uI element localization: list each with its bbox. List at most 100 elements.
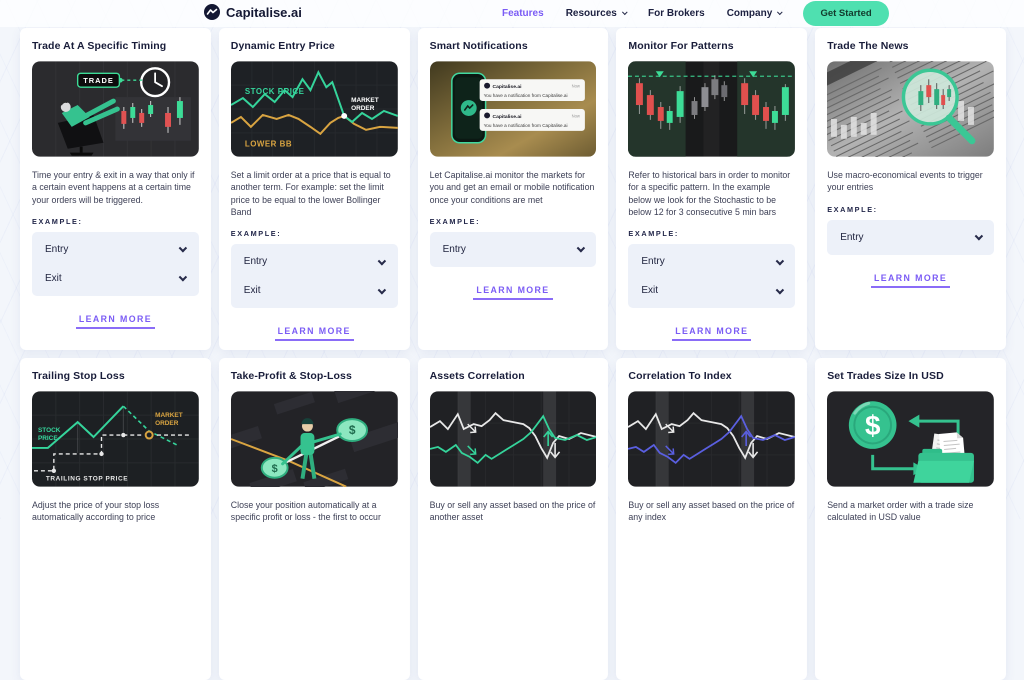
svg-text:TRAILING STOP PRICE: TRAILING STOP PRICE (46, 476, 128, 483)
learn-more-link[interactable]: LEARN MORE (75, 314, 155, 329)
svg-text:$: $ (349, 423, 356, 437)
card-trade-at-specific-timing: Trade At A Specific Timing TRADE (20, 28, 211, 350)
exit-dropdown[interactable]: Exit (32, 264, 199, 293)
svg-text:You have a notification from C: You have a notification from Capitalise.… (483, 123, 567, 128)
take-profit-stop-loss-illustration: $ $ (230, 391, 398, 487)
entry-dropdown[interactable]: Entry (231, 247, 398, 276)
exit-dropdown[interactable]: Exit (231, 276, 398, 305)
trade-timing-illustration: TRADE (32, 61, 199, 157)
card-set-trades-size-usd: Set Trades Size In USD $ (815, 358, 1006, 680)
svg-text:STOCK: STOCK (38, 427, 61, 434)
down-arrow-icon (665, 423, 675, 434)
learn-more-link[interactable]: LEARN MORE (274, 326, 354, 342)
card-trailing-stop-loss: Trailing Stop Loss STOCK PRICE TRAILING … (20, 358, 211, 680)
clock-icon (140, 67, 171, 98)
smart-notifications-illustration: Capitalise.ai Now You have a notificatio… (429, 61, 597, 157)
card-description: Use macro-economical events to trigger y… (827, 170, 983, 193)
up-arrow-icon (741, 430, 752, 446)
trailing-stop-loss-illustration: STOCK PRICE TRAILING STOP PRICE MARKET O… (32, 391, 199, 487)
learn-more-link[interactable]: LEARN MORE (871, 273, 951, 288)
up-arrow-icon (542, 430, 553, 446)
card-title: Correlation To Index (628, 370, 732, 382)
example-dropdowns: Entry (429, 231, 597, 267)
card-monitor-for-patterns: Monitor For Patterns Refer to historical… (616, 28, 808, 350)
phone-icon (450, 72, 486, 144)
chevron-down-icon (621, 9, 628, 16)
example-dropdowns: Entry Exit (32, 231, 199, 296)
tightrope-walker (280, 418, 342, 480)
svg-text:MARKET: MARKET (351, 97, 379, 104)
capitalise-logo[interactable]: Capitalise.ai (204, 4, 302, 20)
card-description: Send a market order with a trade size ca… (827, 500, 974, 523)
example-dropdowns: Entry Exit (230, 244, 398, 309)
entry-dropdown[interactable]: Entry (827, 223, 994, 252)
dynamic-entry-illustration: STOCK PRICE LOWER BB MARKET ORDER (230, 61, 398, 157)
example-dropdowns: Entry (827, 219, 994, 255)
chevron-down-icon (377, 256, 387, 266)
card-description: Refer to historical bars in order to mon… (628, 170, 791, 217)
card-title: Trailing Stop Loss (32, 370, 125, 382)
trade-badge: TRADE (76, 72, 121, 88)
brand-name: Capitalise.ai (226, 4, 302, 20)
nav-link-resources[interactable]: Resources (566, 8, 628, 19)
card-description: Close your position automatically at a s… (230, 500, 381, 523)
example-label: EXAMPLE: (230, 229, 282, 239)
svg-text:Now: Now (571, 84, 580, 89)
svg-text:$: $ (865, 410, 881, 441)
card-title: Trade At A Specific Timing (32, 40, 167, 52)
card-smart-notifications: Smart Notifications Capitalise.ai (417, 28, 609, 350)
card-correlation-to-index: Correlation To Index Buy or sell any ass… (616, 358, 808, 680)
card-dynamic-entry-price: Dynamic Entry Price STOCK PRICE LOWER BB… (218, 28, 410, 350)
svg-text:STOCK PRICE: STOCK PRICE (245, 87, 305, 96)
card-title: Trade The News (827, 40, 909, 52)
learn-more-link[interactable]: LEARN MORE (672, 326, 752, 342)
card-assets-correlation: Assets Correlation Buy or sell any asset… (417, 358, 609, 680)
learn-more-link[interactable]: LEARN MORE (473, 285, 553, 300)
exit-dropdown[interactable]: Exit (628, 276, 795, 305)
trade-news-illustration (827, 61, 994, 157)
svg-text:MARKET: MARKET (155, 412, 183, 419)
dollar-coin-icon: $ (260, 456, 289, 479)
svg-text:TRADE: TRADE (83, 76, 114, 85)
svg-text:PRICE: PRICE (38, 435, 58, 442)
chevron-down-icon (576, 244, 586, 254)
card-description: Set a limit order at a price that is equ… (230, 170, 391, 217)
top-navbar: Capitalise.ai Features Resources For Bro… (0, 0, 1024, 27)
card-description: Buy or sell any asset based on the price… (429, 500, 596, 523)
card-title: Assets Correlation (429, 370, 525, 382)
capitalise-logo-icon (204, 4, 220, 20)
card-title: Dynamic Entry Price (230, 40, 335, 52)
down-arrow-icon (665, 445, 675, 456)
folder-icon (913, 448, 975, 483)
correlation-to-index-illustration (628, 391, 796, 487)
notification-card: Capitalise.ai Now You have a notificatio… (479, 79, 585, 102)
example-dropdowns: Entry Exit (628, 244, 796, 309)
get-started-button[interactable]: Get Started (803, 1, 889, 26)
card-description: Time your entry & exit in a way that onl… (32, 170, 195, 205)
entry-dropdown[interactable]: Entry (628, 247, 795, 276)
down-arrow-icon (748, 442, 759, 459)
chevron-down-icon (775, 256, 785, 266)
svg-text:Now: Now (571, 113, 580, 118)
example-label: EXAMPLE: (429, 216, 481, 226)
entry-dropdown[interactable]: Entry (32, 235, 199, 264)
dollar-coin-icon: $ (336, 418, 368, 442)
features-grid: Trade At A Specific Timing TRADE (20, 28, 1006, 680)
svg-text:You have a notification from C: You have a notification from Capitalise.… (483, 93, 567, 98)
monitor-patterns-illustration (628, 61, 796, 157)
card-title: Take-Profit & Stop-Loss (230, 370, 352, 382)
svg-text:ORDER: ORDER (351, 105, 375, 112)
card-title: Monitor For Patterns (628, 40, 734, 52)
down-arrow-icon (466, 423, 477, 434)
assets-correlation-illustration (429, 391, 597, 487)
card-take-profit-stop-loss: Take-Profit & Stop-Loss $ $ (218, 358, 410, 680)
card-trade-the-news: Trade The News (815, 28, 1006, 350)
nav-link-for-brokers[interactable]: For Brokers (648, 8, 705, 19)
svg-text:Capitalise.ai: Capitalise.ai (492, 84, 522, 90)
nav-link-features[interactable]: Features (502, 8, 544, 19)
entry-dropdown[interactable]: Entry (430, 235, 597, 264)
svg-text:ORDER: ORDER (155, 420, 179, 427)
nav-links: Features Resources For Brokers Company G… (502, 0, 889, 27)
nav-link-company[interactable]: Company (727, 8, 784, 19)
chevron-down-icon (775, 285, 785, 295)
